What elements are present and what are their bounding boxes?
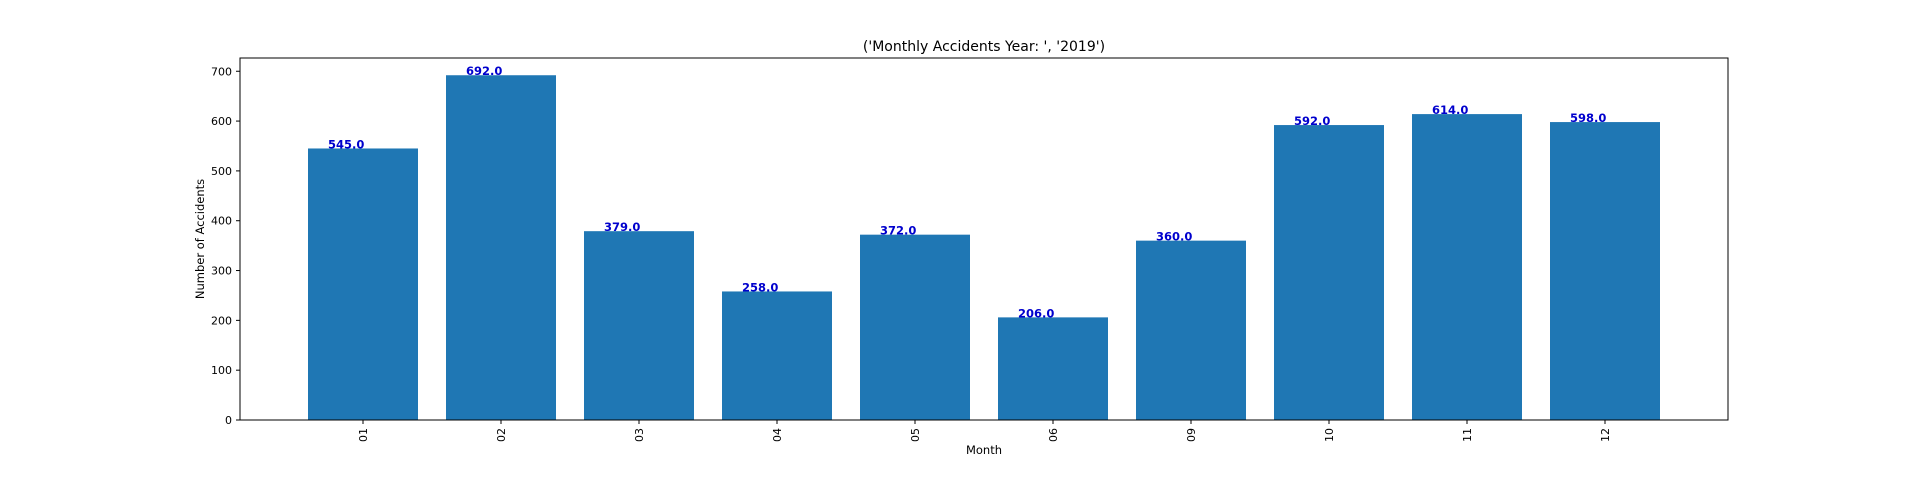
data-label-05: 372.0 bbox=[880, 224, 916, 238]
y-tick-label-0: 0 bbox=[225, 414, 232, 427]
plot-area-frame bbox=[239, 57, 1729, 421]
x-tick-label-09: 09 bbox=[1185, 428, 1198, 442]
y-tick-label-100: 100 bbox=[211, 364, 232, 377]
bars-group bbox=[308, 75, 1660, 421]
y-tick-label-600: 600 bbox=[211, 115, 232, 128]
x-tick-label-12: 12 bbox=[1599, 428, 1612, 442]
bar-01 bbox=[308, 148, 418, 420]
x-tick-label-06: 06 bbox=[1047, 428, 1060, 442]
bar-09 bbox=[1136, 240, 1246, 420]
y-axis-label: Number of Accidents bbox=[193, 179, 207, 299]
x-axis-label: Month bbox=[966, 443, 1002, 457]
data-label-11: 614.0 bbox=[1432, 103, 1468, 117]
bar-04 bbox=[722, 291, 832, 420]
bar-12 bbox=[1550, 122, 1660, 420]
y-tick-label-400: 400 bbox=[211, 215, 232, 228]
bar-11 bbox=[1412, 114, 1522, 420]
data-labels-group: 545.0 692.0 379.0 258.0 372.0 206.0 360.0 592.0… bbox=[328, 64, 1606, 320]
x-axis: 01 02 03 04 05 06 09 10 11 12 bbox=[357, 420, 1612, 442]
x-tick-label-05: 05 bbox=[909, 428, 922, 442]
data-label-04: 258.0 bbox=[742, 280, 778, 294]
x-tick-label-01: 01 bbox=[357, 428, 370, 442]
data-label-01: 545.0 bbox=[328, 137, 364, 151]
data-label-06: 206.0 bbox=[1018, 306, 1054, 320]
bar-02 bbox=[446, 75, 556, 420]
data-label-03: 379.0 bbox=[604, 220, 640, 234]
bar-10 bbox=[1274, 125, 1384, 421]
bar-05 bbox=[860, 234, 970, 420]
data-label-09: 360.0 bbox=[1156, 230, 1192, 244]
y-tick-label-500: 500 bbox=[211, 165, 232, 178]
y-tick-label-200: 200 bbox=[211, 314, 232, 327]
bar-03 bbox=[584, 231, 694, 420]
bar-06 bbox=[998, 317, 1108, 420]
y-axis: 0 100 200 300 400 500 600 700 bbox=[211, 65, 240, 427]
y-tick-label-300: 300 bbox=[211, 265, 232, 278]
data-label-02: 692.0 bbox=[466, 64, 502, 78]
x-tick-label-03: 03 bbox=[633, 428, 646, 442]
y-tick-label-700: 700 bbox=[211, 65, 232, 78]
x-tick-label-02: 02 bbox=[495, 428, 508, 442]
x-tick-label-11: 11 bbox=[1461, 428, 1474, 442]
x-tick-label-10: 10 bbox=[1323, 428, 1336, 442]
x-tick-label-04: 04 bbox=[771, 428, 784, 442]
data-label-10: 592.0 bbox=[1294, 114, 1330, 128]
data-label-12: 598.0 bbox=[1570, 111, 1606, 125]
chart-title: ('Monthly Accidents Year: ', '2019') bbox=[863, 39, 1105, 55]
